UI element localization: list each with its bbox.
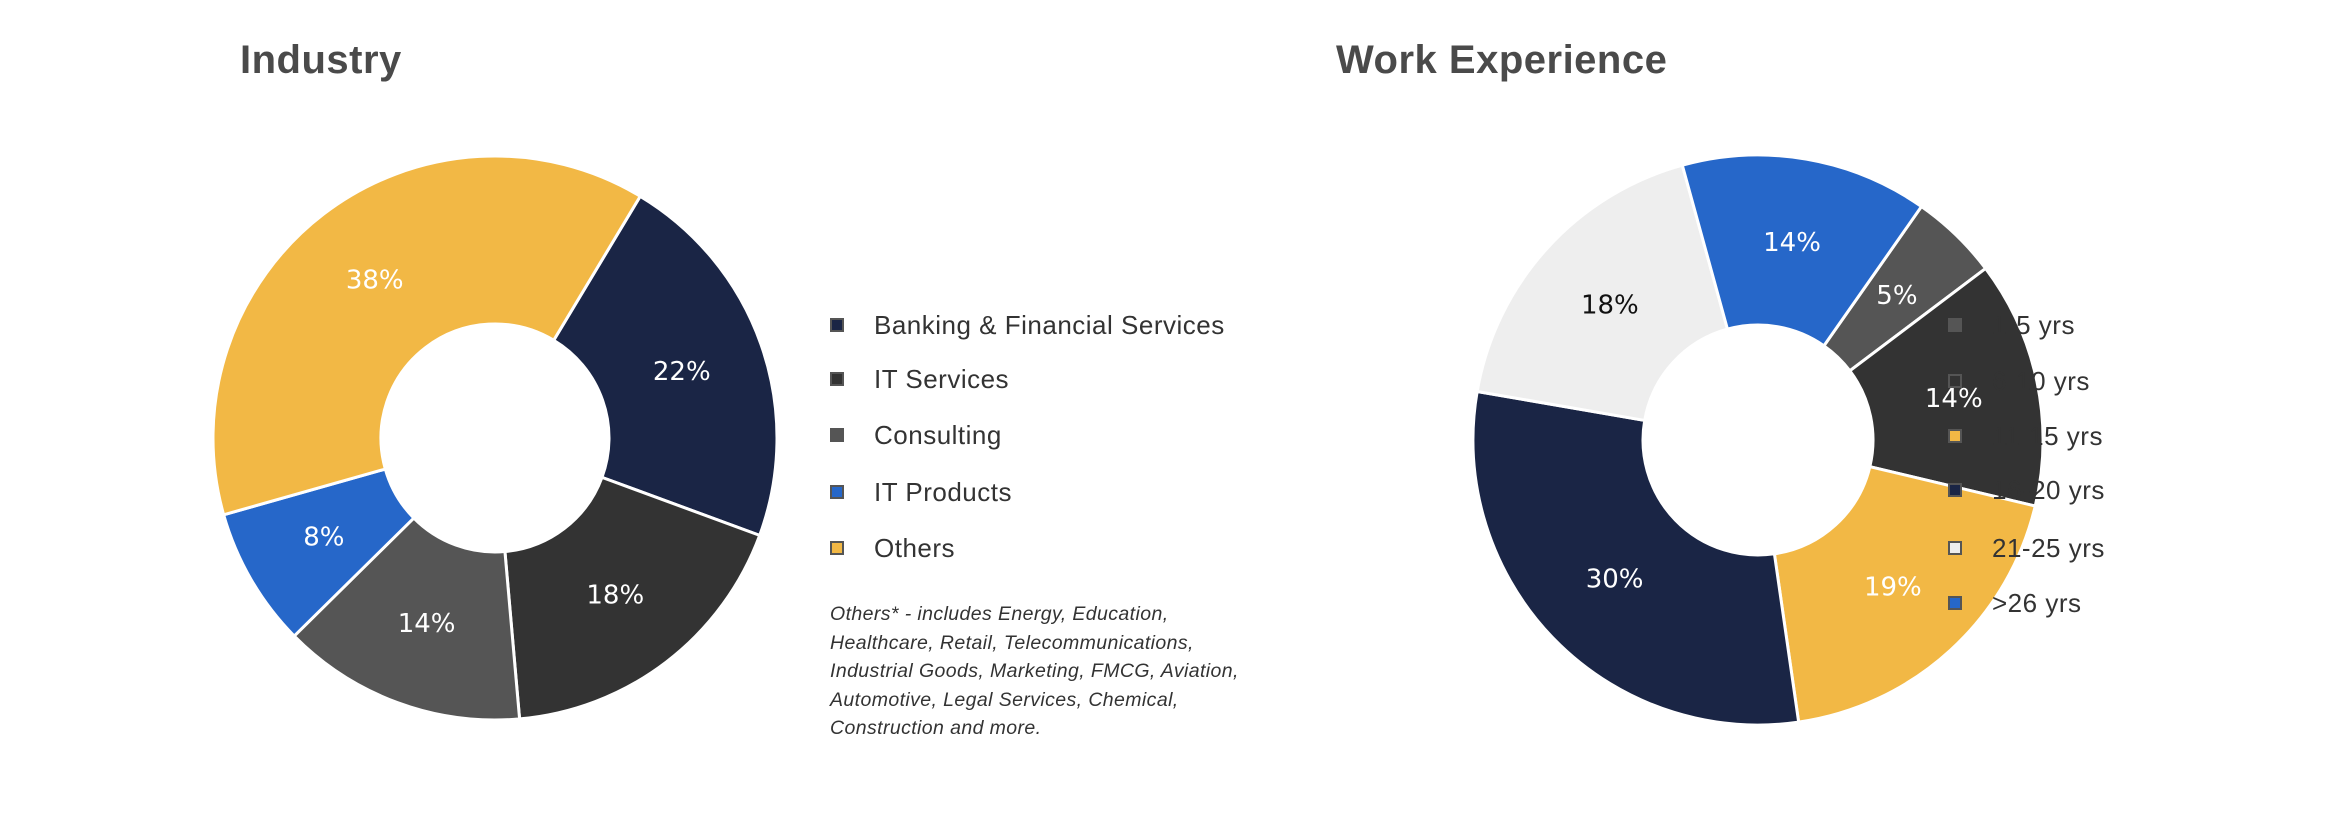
legend-item-11-15-yrs: 11-15 yrs	[1948, 420, 2103, 452]
data-label-1-5-yrs: 5%	[1876, 281, 1917, 311]
slice-21-25-yrs	[1475, 163, 1730, 423]
legend-swatch	[830, 372, 844, 386]
legend-item-6-10-yrs: 6-10 yrs	[1948, 365, 2090, 397]
data-label-it-products: 8%	[303, 523, 344, 553]
legend-label: Banking & Financial Services	[874, 309, 1225, 340]
legend-swatch	[830, 318, 844, 332]
legend-item-banking-financial-services: Banking & Financial Services	[830, 309, 1225, 341]
industry-others-footnote: Others* - includes Energy, Education, He…	[830, 603, 1239, 739]
industry-donut-chart: 22% 18% 14% 8% 38%	[211, 154, 779, 722]
slice-11-15-yrs	[1772, 464, 2038, 724]
legend-label: Others	[874, 532, 956, 563]
legend-swatch	[830, 541, 844, 555]
slice-others	[211, 154, 643, 517]
legend-label: 1-5 yrs	[1992, 309, 2075, 340]
data-label-21-25-yrs: 18%	[1581, 291, 1639, 321]
legend-item-16-20-yrs: 16-20 yrs	[1948, 474, 2105, 506]
legend-swatch	[830, 428, 844, 442]
data-label-others: 38%	[346, 266, 404, 296]
data-label-banking-financial-services: 22%	[653, 357, 711, 387]
legend-item-it-services: IT Services	[830, 363, 1009, 395]
legend-label: Consulting	[874, 419, 1002, 450]
work-experience-chart-title: Work Experience	[1336, 38, 1668, 82]
legend-label: >26 yrs	[1992, 587, 2082, 618]
work-experience-donut-chart: 5% 14% 19% 30% 18% 14%	[1471, 153, 2045, 727]
legend-label: 11-15 yrs	[1992, 420, 2103, 451]
data-label-16-20-yrs: 30%	[1586, 564, 1644, 594]
slice-16-20-yrs	[1471, 389, 1801, 727]
data-label-6-10-yrs: 14%	[1925, 384, 1983, 414]
legend-item-others: Others	[830, 532, 955, 564]
legend-swatch	[1948, 429, 1962, 443]
slice-6-10-yrs	[1847, 266, 2045, 508]
legend-item-consulting: Consulting	[830, 419, 1002, 451]
legend-label: 21-25 yrs	[1992, 532, 2105, 563]
legend-item-21-25-yrs: 21-25 yrs	[1948, 532, 2105, 564]
legend-label: IT Products	[874, 476, 1012, 507]
industry-chart-panel: Industry 22% 18% 14% 8% 38% Banking & Financ…	[211, 38, 1239, 739]
legend-swatch	[1948, 596, 1962, 610]
legend-item-1-5-yrs: 1-5 yrs	[1948, 309, 2075, 341]
data-label-consulting: 14%	[398, 609, 456, 639]
legend-label: IT Services	[874, 363, 1010, 394]
legend-label: 16-20 yrs	[1992, 474, 2105, 505]
slice-consulting	[292, 515, 522, 722]
data-label-it-services: 18%	[586, 580, 644, 610]
legend-item-it-products: IT Products	[830, 476, 1012, 508]
industry-chart-title: Industry	[240, 38, 402, 82]
data-label-11-15-yrs: 19%	[1864, 573, 1922, 603]
legend-swatch	[1948, 318, 1962, 332]
slice-it-services	[503, 475, 762, 721]
legend-swatch	[1948, 374, 1962, 388]
legend-swatch	[830, 485, 844, 499]
legend-swatch	[1948, 541, 1962, 555]
legend-swatch	[1948, 483, 1962, 497]
data-label-26-yrs: 14%	[1763, 228, 1821, 258]
legend-item-26-yrs: >26 yrs	[1948, 587, 2082, 619]
slice-26-yrs	[1680, 153, 1924, 348]
slice-banking-financial-services	[551, 194, 779, 538]
work-experience-chart-panel: Work Experience 5% 14% 19% 30% 18% 14% 1-5 yr…	[1300, 0, 2340, 820]
legend-label: 6-10 yrs	[1992, 365, 2090, 396]
